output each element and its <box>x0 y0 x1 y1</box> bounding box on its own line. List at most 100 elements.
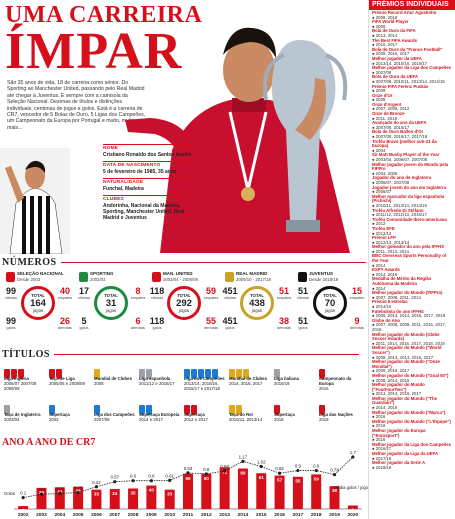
trophy-icon <box>229 369 235 379</box>
title-name: Liga dos Campeões <box>94 412 135 417</box>
award-name: Bola de Ouro Ballon d'Or <box>372 129 424 135</box>
trophy-icon <box>274 369 280 379</box>
title-years: 2016 <box>319 385 329 391</box>
avg-point <box>314 468 318 473</box>
avg-label: 1.02 <box>257 459 266 464</box>
games-label: jogos <box>324 308 335 313</box>
award-years: ● 2014 <box>372 285 386 291</box>
award-years: ● 2016 <box>372 423 386 429</box>
stat-label: vitórias <box>77 296 91 300</box>
juventus-photo <box>0 148 70 254</box>
stat-empates: 40 <box>59 286 70 296</box>
title-years: 2013/14, 2015/16, 2016/17 e 2017/18 <box>184 380 220 391</box>
award-years: ● 2016, 2017 <box>372 42 398 48</box>
bar <box>73 486 84 509</box>
x-tick-label: 2006 <box>91 512 102 518</box>
title-years: 2006/07 2007/08 2008/09 <box>4 380 37 391</box>
avg-label: 0.8 <box>203 467 210 472</box>
title-group: Mundial de Clubes 2008 <box>94 366 138 400</box>
info-value: Cristiano Ronaldo dos Santos Aveiro <box>103 152 191 158</box>
avg-label: 0.89 <box>220 464 229 469</box>
award-name: Troféu Comunidade Ibero-americana <box>372 216 447 222</box>
chart-title-text: ANO A ANO DE CR7 <box>2 437 96 448</box>
club-years: 2003/04 - 2008/09 <box>163 277 198 282</box>
avg-point <box>168 478 172 482</box>
bar-label: 40 <box>149 488 155 493</box>
award-years: ● 2014/15 <box>372 304 392 309</box>
trophy-icon <box>191 405 197 415</box>
title-group: Mundial de Clubes 2014, 2016, 2017 <box>229 366 273 400</box>
trophy-icon <box>11 369 17 379</box>
club-name: REAL MADRID <box>236 271 268 276</box>
award-years: ● 2011, 2013, 2014 <box>372 248 409 254</box>
award-years: ● 2007, 2008, 2009, 2011, 2016, 2017, 20… <box>372 322 446 332</box>
title-group: Liga inglesa 2006/07 2007/08 2008/09 <box>4 366 48 400</box>
avg-point <box>58 491 62 496</box>
award-name: Melhor jogador da Serie A <box>372 460 426 466</box>
year-chart: ANO A ANO DE CR7 52002362003372004382005… <box>0 437 369 519</box>
trophy-icon <box>319 369 325 379</box>
player-photo <box>120 0 368 253</box>
club-crest-icon <box>79 272 88 282</box>
title-years: 2002 <box>49 416 59 422</box>
total-label: TOTAL <box>104 293 118 298</box>
club-years: Desde 2003 <box>17 277 41 282</box>
avg-point <box>149 479 153 483</box>
trophy-icon <box>139 405 145 415</box>
avg-label: 0.42 <box>92 480 101 485</box>
title-label: Liga espanhola 2011/12 e 2016/17 <box>139 376 183 387</box>
title-group: Supertaça Europeia 2014 e 2017 <box>139 402 183 436</box>
stat-label: empates <box>349 296 365 300</box>
club-card: JUVENTUS Desde 2018/19 TOTAL 70 jogos 51 vitór… <box>294 270 366 354</box>
stat-label: derrotas <box>204 326 218 330</box>
club-years: 2009/10 - 2017/18 <box>236 277 271 282</box>
award-years: ● 2007, 2008, 2011, 2014 <box>372 294 421 300</box>
title-name: Liga dos Campeões <box>184 376 225 381</box>
stat-label: empates <box>57 296 73 300</box>
trophy-icon <box>94 369 100 379</box>
title-label: Supertaça 2012 e 2017 <box>184 412 228 423</box>
avg-label: 0.22 <box>56 487 65 492</box>
title-label: Supertaça 2002 <box>49 412 93 423</box>
bar <box>311 474 322 509</box>
info-label: NOME <box>103 144 195 152</box>
bar-label: 5 <box>22 508 25 513</box>
award-name: Onze d'Argent <box>372 101 402 107</box>
x-tick-label: 2009 <box>146 512 157 518</box>
trophy-icon <box>56 369 62 379</box>
total-ring: TOTAL 438 jogos <box>240 286 274 320</box>
x-tick-label: 2011 <box>183 512 194 518</box>
award-name: Globe do Ano <box>372 317 401 323</box>
avg-point <box>21 496 25 500</box>
avg-point <box>94 485 99 489</box>
trophy-icon <box>319 405 325 415</box>
bar-label: 33 <box>94 492 100 497</box>
x-tick-label: 2013 <box>219 512 230 518</box>
club-name: JUVENTUS <box>309 271 334 276</box>
award-years: ● 2007/08, 2016/17 <box>372 124 410 130</box>
club-card: SELEÇÃO NACIONAL Desde 2003 TOTAL 164 jogos 9… <box>2 270 74 354</box>
title-group: Campeonato da Europa 2016 <box>319 366 363 400</box>
title-name: Supertaça Europeia <box>139 412 180 417</box>
avg-point <box>204 472 208 476</box>
title-label: Supertaça Europeia 2014 e 2017 <box>139 412 183 423</box>
award-name: Melhor jogador do Mundo ("World Soccer") <box>372 345 442 355</box>
avg-label: 0.78 <box>330 468 339 473</box>
total-games: 31 <box>105 298 117 309</box>
award-years: ● 2012/13, 2013/14 <box>372 239 410 245</box>
x-tick-label: 2012 <box>201 512 212 518</box>
title-years: 2003/04 <box>4 416 20 422</box>
stat-label: derrotas <box>277 326 291 330</box>
chart-svg: 5200236200337200438200533200634200735200… <box>4 450 369 518</box>
award-years: ● 2014, 2016 <box>372 405 398 411</box>
award-name: Melhor jogador do Mundo ("The Guardian") <box>372 395 438 406</box>
stat-empates: 15 <box>351 286 362 296</box>
bar <box>18 506 29 509</box>
award-name: Melhor jogador da Liga da UEFA <box>372 451 439 456</box>
award-years: ● 2018/19 <box>372 464 392 470</box>
title-name: Liga das Nações <box>319 412 353 417</box>
bar <box>201 473 212 509</box>
trophy-icon <box>4 369 10 379</box>
award-years: ● 2006/07 <box>372 189 392 195</box>
total-label: TOTAL <box>323 293 337 298</box>
